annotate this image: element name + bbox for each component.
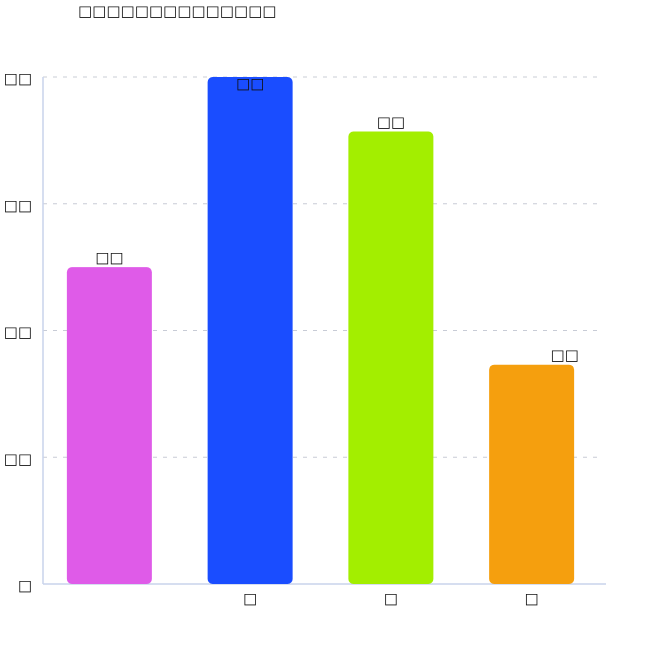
bar <box>489 364 575 584</box>
bars <box>66 77 575 584</box>
x-tick-label: □ <box>384 590 398 608</box>
y-tick-label: □□ <box>4 70 32 88</box>
chart-title: □□□□□□□□□□□□□□ <box>78 2 277 20</box>
bar <box>207 77 293 584</box>
labels: □□□□□□□□□□□□□□□□□□□□ <box>4 70 579 608</box>
y-tick-label: □ <box>18 577 32 595</box>
x-tick-label: □ <box>243 590 257 608</box>
data-label: □□ <box>236 75 264 93</box>
data-label: □□ <box>95 249 123 267</box>
y-tick-label: □□ <box>4 196 32 214</box>
x-tick-label: □ <box>525 590 539 608</box>
bar <box>348 131 434 584</box>
bar <box>66 267 152 584</box>
y-tick-label: □□ <box>4 450 32 468</box>
data-label: □□ <box>550 346 578 364</box>
y-tick-label: □□ <box>4 323 32 341</box>
data-label: □□ <box>377 113 405 131</box>
